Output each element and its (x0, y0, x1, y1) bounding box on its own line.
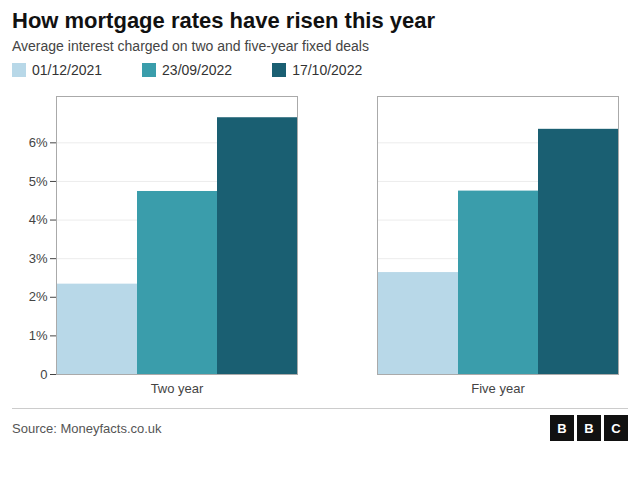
svg-text:0: 0 (40, 367, 47, 382)
html-text:01/12/2021: 01/12/2021 (32, 62, 103, 78)
svg-text:Five year: Five year (471, 381, 525, 396)
html-text:B: B (557, 420, 567, 436)
html-text:Average interest charged on tw: Average interest charged on two and five… (12, 38, 369, 54)
html-text:How mortgage rates have risen: How mortgage rates have risen this year (12, 8, 436, 33)
html-text:23/09/2022: 23/09/2022 (162, 62, 233, 78)
svg-text:2%: 2% (29, 289, 48, 304)
svg-text:5%: 5% (29, 174, 48, 189)
svg-text:6%: 6% (29, 135, 48, 150)
svg-text:1%: 1% (29, 328, 48, 343)
html-text:C: C (611, 420, 621, 436)
svg-text:Two year: Two year (151, 381, 204, 396)
html-text:Source: Moneyfacts.co.uk: Source: Moneyfacts.co.uk (12, 420, 162, 436)
svg-text:4%: 4% (29, 212, 48, 227)
html-text:17/10/2022: 17/10/2022 (292, 62, 363, 78)
svg-text:3%: 3% (29, 251, 48, 266)
html-text:B: B (584, 420, 594, 436)
